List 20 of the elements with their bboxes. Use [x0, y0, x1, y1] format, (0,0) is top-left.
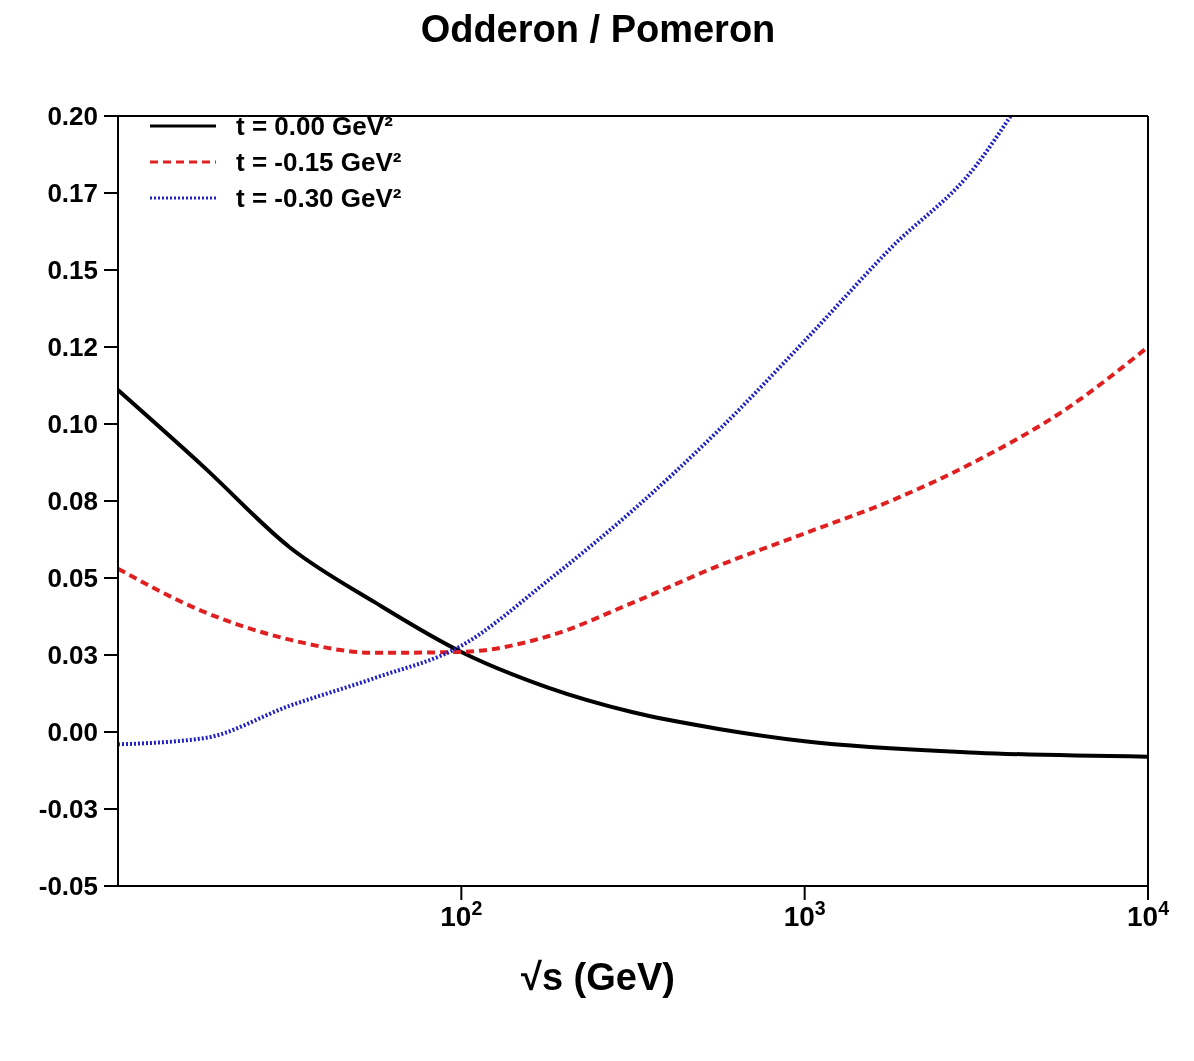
legend-label: t = 0.00 GeV² — [236, 110, 393, 142]
x-tick-label: 10$^{3}$ — [783, 897, 826, 932]
legend-label: t = -0.30 GeV² — [236, 182, 402, 214]
y-tick-label: -0.03 — [38, 794, 98, 824]
y-tick-label: -0.05 — [38, 871, 98, 901]
chart-title: Odderon / Pomeron — [419, 8, 777, 52]
line-series — [118, 345, 1148, 655]
x-tick-label: 10$^{4}$ — [1126, 897, 1170, 932]
x-axis-title: √s (GeV) — [520, 956, 676, 999]
y-tick-label: 0.03 — [47, 640, 98, 670]
y-tick-label: 0.08 — [47, 486, 98, 516]
y-tick-label: 0.20 — [47, 101, 98, 131]
y-tick-label: 0.15 — [47, 255, 98, 285]
x-tick-label: 10$^{2}$ — [440, 897, 483, 932]
y-tick-label: 0.05 — [47, 563, 98, 593]
y-tick-label: 0.12 — [47, 332, 98, 362]
y-tick-label: 0.17 — [47, 178, 98, 208]
legend-label: t = -0.15 GeV² — [236, 146, 402, 178]
y-tick-label: 0.10 — [47, 409, 98, 439]
y-tick-label: 0.00 — [47, 717, 98, 747]
